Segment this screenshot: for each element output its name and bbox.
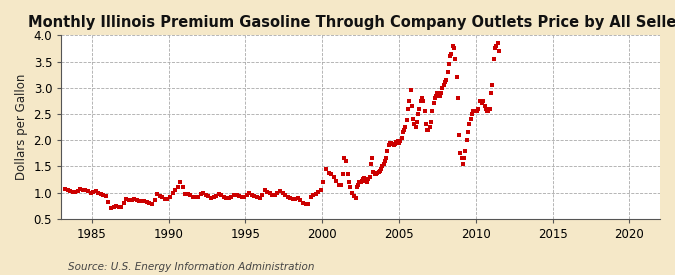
Y-axis label: Dollars per Gallon: Dollars per Gallon xyxy=(15,74,28,180)
Title: Monthly Illinois Premium Gasoline Through Company Outlets Price by All Sellers: Monthly Illinois Premium Gasoline Throug… xyxy=(28,15,675,30)
Text: Source: U.S. Energy Information Administration: Source: U.S. Energy Information Administ… xyxy=(68,262,314,272)
